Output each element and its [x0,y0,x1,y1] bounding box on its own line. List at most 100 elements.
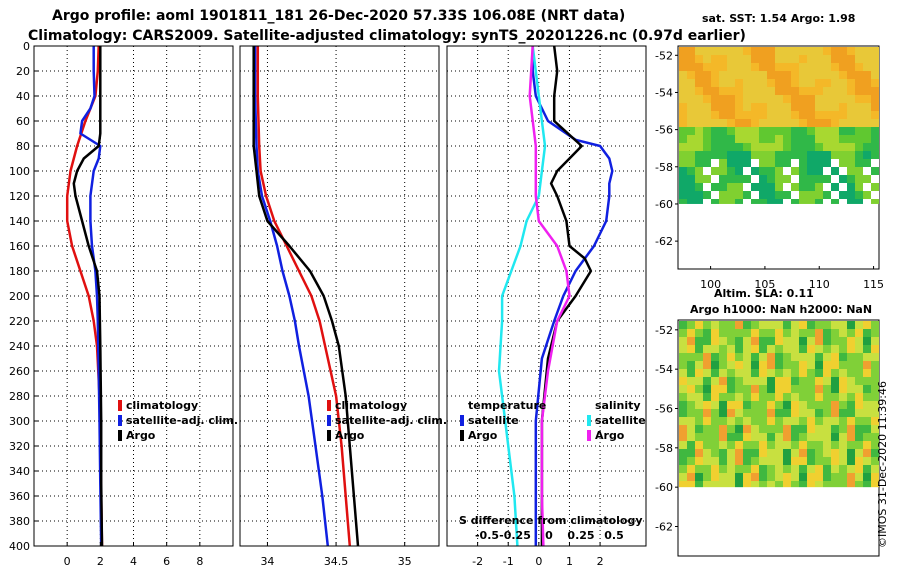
sla-cell [775,433,783,441]
sla-cell [743,481,751,488]
sst-cell [695,127,703,135]
sst-cell [727,55,735,63]
sla-cell [775,361,783,369]
sla-cell [727,401,735,409]
sla-cell [719,345,727,353]
sla-cell [799,441,807,449]
sst-cell [719,95,727,103]
sla-cell [679,353,687,361]
sst-cell [775,191,783,199]
sst-cell [831,159,839,167]
sla-cell [695,457,703,465]
sla-cell [815,425,823,433]
sst-cell [783,183,791,191]
sst-cell [711,47,719,55]
sla-map-title-1: Altim. SLA: 0.11 [714,287,814,300]
sla-cell [719,417,727,425]
sst-cell [823,127,831,135]
y-tick-label: -62 [655,521,673,534]
y-tick-label: -56 [655,403,673,416]
sla-cell [807,425,815,433]
sla-cell [791,337,799,345]
sst-cell [783,119,791,127]
sst-cell [751,103,759,111]
sst-cell [807,103,815,111]
sst-cell [687,55,695,63]
sla-cell [743,449,751,457]
sst-cell [831,191,839,199]
sla-cell [871,417,879,425]
sst-cell [791,167,799,175]
sla-cell [767,465,775,473]
sla-cell [855,385,863,393]
salinity-panel-frame [239,45,440,547]
sst-cell [695,47,703,55]
legend-swatch-satellite [118,415,122,426]
sla-cell [871,345,879,353]
sla-cell [815,433,823,441]
sst-cell [855,71,863,79]
sst-cell [727,127,735,135]
sla-cell [751,337,759,345]
sla-cell [823,353,831,361]
sla-cell [871,425,879,433]
y-tick-label: 360 [9,490,30,503]
sst-cell [799,71,807,79]
sla-cell [815,361,823,369]
sst-cell [743,143,751,151]
sla-cell [679,345,687,353]
sla-cell [759,417,767,425]
sst-cell [815,103,823,111]
y-tick-label: 320 [9,440,30,453]
sla-cell [871,361,879,369]
sla-cell [855,321,863,329]
sst-cell [783,199,791,204]
sla-cell [807,417,815,425]
sla-cell [863,433,871,441]
sla-cell [871,457,879,465]
y-tick-label: 0 [23,40,30,53]
sla-cell [711,441,719,449]
sla-cell [823,337,831,345]
sla-cell [727,329,735,337]
sst-cell [815,159,823,167]
sla-cell [783,385,791,393]
sst-cell [855,79,863,87]
sla-cell [783,353,791,361]
sst-cell [695,55,703,63]
sla-cell [783,393,791,401]
y-tick-label: -52 [655,324,673,337]
sst-cell [799,63,807,71]
sla-cell [703,473,711,481]
sst-cell [743,167,751,175]
title-line-1: Argo profile: aoml 1901811_181 26-Dec-20… [52,8,625,24]
sst-cell [743,199,751,204]
sla-cell [799,401,807,409]
sla-cell [767,449,775,457]
sla-cell [783,425,791,433]
sst-cell [735,199,743,204]
sla-cell [823,425,831,433]
sst-cell [807,175,815,183]
sst-cell [799,167,807,175]
sst-cell [751,95,759,103]
sst-cell [799,119,807,127]
sla-cell [751,345,759,353]
sla-cell [855,329,863,337]
sst-cell [679,79,687,87]
sla-cell [703,353,711,361]
sst-cell [767,191,775,199]
sst-cell [735,119,743,127]
sst-cell [743,183,751,191]
sla-cell [839,457,847,465]
sla-cell [847,353,855,361]
sst-cell [775,135,783,143]
sst-cell [743,191,751,199]
sst-cell [703,111,711,119]
sst-cell [847,135,855,143]
sla-cell [759,369,767,377]
sst-cell [871,143,879,151]
sla-cell [799,321,807,329]
sst-cell [719,87,727,95]
y-tick-label: 380 [9,515,30,528]
